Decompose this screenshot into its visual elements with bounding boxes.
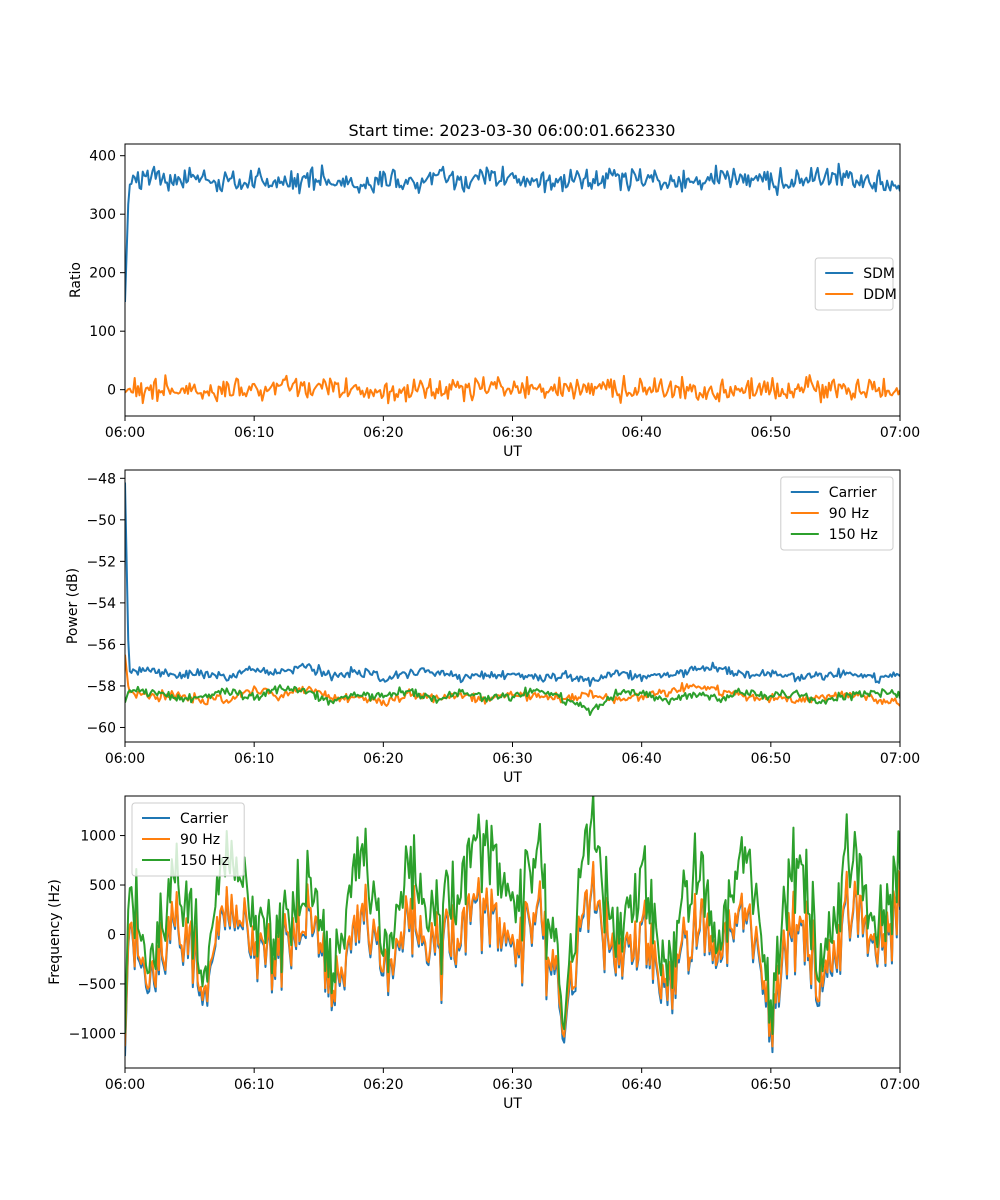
y-tick-label: −48	[86, 471, 116, 487]
y-axis-label: Ratio	[68, 262, 84, 298]
x-tick-label: 06:10	[234, 1077, 274, 1093]
series-lines	[125, 796, 900, 1057]
x-axis-label: UT	[503, 770, 522, 786]
x-tick-label: 07:00	[880, 751, 920, 767]
x-tick-label: 06:50	[751, 425, 791, 441]
x-tick-label: 07:00	[880, 1077, 920, 1093]
series-lines	[125, 162, 900, 405]
y-axis-label: Power (dB)	[65, 568, 81, 644]
y-tick-label: 300	[89, 207, 116, 223]
x-tick-label: 06:30	[492, 1077, 532, 1093]
legend-label: 150 Hz	[180, 853, 229, 869]
x-tick-label: 06:40	[621, 1077, 661, 1093]
legend: Carrier 90 Hz 150 Hz	[780, 476, 894, 551]
x-tick-label: 06:30	[492, 425, 532, 441]
legend-label: 90 Hz	[180, 832, 220, 848]
x-tick-label: 06:10	[234, 425, 274, 441]
subplot-3: 06:00 06:10 06:20 06:30 06:40 06:50 07:00 −1000…	[47, 795, 920, 1112]
x-tick-label: 06:30	[492, 751, 532, 767]
x-tick-label: 06:00	[105, 425, 145, 441]
series-line-sdm	[125, 162, 900, 302]
y-tick-label: −60	[86, 720, 116, 736]
x-axis-label: UT	[503, 444, 522, 460]
subplot-1: 06:00 06:10 06:20 06:30 06:40 06:50 07:00 0 100 2…	[68, 143, 920, 460]
x-tick-label: 06:20	[363, 425, 403, 441]
legend-label: SDM	[863, 266, 895, 282]
x-axis-label: UT	[503, 1096, 522, 1112]
subplot-2: 06:00 06:10 06:20 06:30 06:40 06:50 07:00 −60 −5…	[65, 469, 920, 786]
legend-box	[131, 802, 245, 877]
x-tick-label: 06:10	[234, 751, 274, 767]
y-tick-label: −56	[86, 637, 116, 653]
y-tick-label: −58	[86, 679, 116, 695]
legend-label: 90 Hz	[829, 506, 869, 522]
x-tick-label: 06:40	[621, 751, 661, 767]
legend-label: 150 Hz	[829, 527, 878, 543]
y-tick-label: −54	[86, 596, 116, 612]
y-tick-label: −500	[78, 977, 116, 993]
series-lines	[125, 482, 900, 716]
series-line-ddm	[125, 374, 900, 405]
y-tick-label: 1000	[80, 829, 116, 845]
series-line-150-hz	[125, 796, 900, 1035]
y-tick-label: −52	[86, 554, 116, 570]
plots-container: 06:00 06:10 06:20 06:30 06:40 06:50 07:00 0 100 2…	[47, 143, 920, 1112]
legend: SDM DDM	[814, 257, 897, 311]
y-tick-label: −50	[86, 513, 116, 529]
legend-box	[814, 257, 894, 311]
legend-label: DDM	[863, 287, 897, 303]
legend: Carrier 90 Hz 150 Hz	[131, 802, 245, 877]
y-tick-label: 100	[89, 324, 116, 340]
series-line-150-hz	[125, 684, 900, 716]
x-tick-label: 06:40	[621, 425, 661, 441]
x-tick-label: 06:00	[105, 751, 145, 767]
y-tick-label: 500	[89, 878, 116, 894]
series-line-carrier	[125, 482, 900, 687]
legend-label: Carrier	[829, 485, 877, 501]
x-tick-label: 06:20	[363, 1077, 403, 1093]
y-tick-label: 0	[107, 927, 116, 943]
figure-title: Start time: 2023-03-30 06:00:01.662330	[349, 121, 676, 140]
y-tick-label: 0	[107, 383, 116, 399]
legend-box	[780, 476, 894, 551]
y-tick-label: −1000	[69, 1026, 116, 1042]
x-tick-label: 06:50	[751, 1077, 791, 1093]
legend-label: Carrier	[180, 811, 228, 827]
x-tick-label: 07:00	[880, 425, 920, 441]
y-axis-label: Frequency (Hz)	[47, 879, 63, 985]
y-tick-label: 200	[89, 266, 116, 282]
x-tick-label: 06:50	[751, 751, 791, 767]
x-tick-label: 06:20	[363, 751, 403, 767]
y-tick-label: 400	[89, 149, 116, 165]
x-tick-label: 06:00	[105, 1077, 145, 1093]
